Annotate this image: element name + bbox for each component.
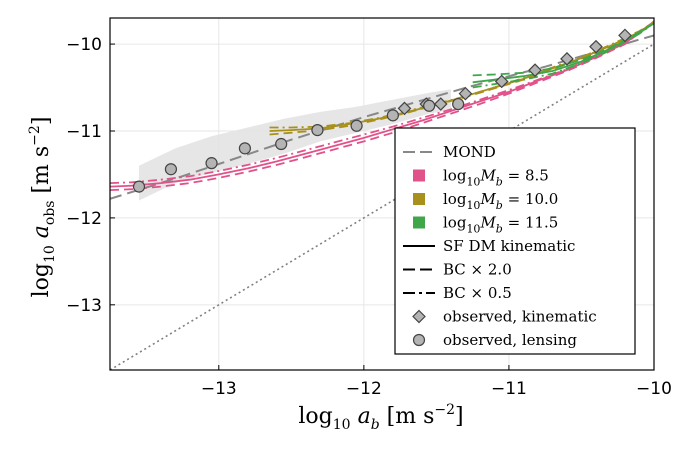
x-axis-title-log: log	[298, 404, 332, 429]
lensing-point	[164, 163, 178, 176]
lensing-point	[275, 137, 288, 151]
x-axis-title-close: ]	[455, 404, 464, 429]
legend-entry: observed, kinematic	[412, 308, 597, 326]
lensing-point	[423, 99, 436, 112]
lensing-point	[311, 124, 324, 137]
y-axis-title: log10 aobs [m s−2]	[27, 117, 58, 298]
legend-entry: log10Mb = 11.5	[413, 214, 558, 236]
y-axis-title-exp: −2	[27, 125, 43, 146]
legend-label: log10Mb = 8.5	[443, 167, 549, 189]
y-tick-label: −13	[66, 296, 102, 316]
legend-label: MOND	[443, 143, 496, 161]
x-tick-label: −12	[346, 379, 382, 399]
x-tick-label: −10	[636, 379, 672, 399]
series-mb85-solid	[110, 20, 654, 188]
identity-line	[110, 43, 654, 370]
x-axis-title-base: 10	[333, 417, 351, 433]
y-axis-title-var-sub: obs	[42, 201, 58, 226]
legend-label: SF DM kinematic	[443, 237, 575, 255]
axis-ticks: −13 −12 −11 −10 −13 −12 −11 −10	[66, 35, 672, 399]
legend-swatch-circle	[412, 333, 426, 347]
kinematic-point	[528, 63, 542, 77]
observed-markers	[132, 28, 632, 193]
legend-swatch-diamond	[412, 309, 426, 324]
legend-entry: log10Mb = 8.5	[413, 167, 549, 189]
legend-swatch-square	[413, 169, 425, 182]
legend-entry: MOND	[403, 143, 496, 161]
series-mb100-dashdot	[269, 21, 654, 129]
legend-label: BC × 2.0	[443, 261, 512, 279]
lensing-point	[238, 142, 252, 155]
y-tick-label: −10	[66, 35, 102, 55]
series-mb115-dash	[472, 22, 654, 77]
kinematic-point	[589, 39, 603, 54]
kinematic-point	[494, 74, 509, 89]
legend-swatch-square	[413, 216, 425, 229]
y-axis-title-var: a	[29, 225, 54, 245]
legend-label: log10Mb = 11.5	[443, 214, 558, 236]
lensing-point	[386, 109, 399, 122]
kinematic-point	[433, 97, 448, 111]
legend-label: log10Mb = 10.0	[443, 190, 558, 212]
y-tick-label: −12	[66, 209, 102, 229]
legend-entry: BC × 2.0	[403, 261, 512, 279]
legend-label: observed, kinematic	[443, 308, 597, 326]
y-axis-title-close: ]	[29, 117, 54, 126]
y-axis-title-base: 10	[42, 245, 58, 263]
plot-frame	[109, 17, 655, 371]
x-axis-title-units: [m s	[380, 404, 435, 429]
legend-box	[394, 127, 636, 355]
x-axis-title: log10 ab [m s−2]	[298, 402, 463, 433]
legend-entry: SF DM kinematic	[403, 237, 575, 255]
x-tick-label: −13	[201, 379, 237, 399]
kinematic-point	[458, 86, 473, 101]
lensing-band	[139, 89, 451, 201]
legend-swatch-square	[413, 193, 425, 205]
legend-entry: observed, lensing	[412, 331, 577, 349]
kinematic-point	[618, 28, 632, 43]
lensing-point	[205, 157, 218, 170]
legend-label: observed, lensing	[443, 331, 577, 349]
series-mb85-dash	[110, 20, 654, 191]
x-axis-title-exp: −2	[434, 402, 455, 418]
lensing-point	[132, 180, 146, 193]
y-tick-label: −11	[66, 122, 102, 142]
kinematic-point	[560, 52, 574, 66]
y-axis-title-units: [m s	[29, 146, 54, 201]
lensing-uncertainty-band	[139, 89, 451, 201]
y-axis-title-log: log	[29, 263, 54, 297]
series-mb85-dashdot	[110, 20, 654, 184]
legend-entry: BC × 0.5	[403, 284, 512, 302]
legend-label: BC × 0.5	[443, 284, 512, 302]
x-axis-title-var-sub: b	[371, 417, 380, 433]
kinematic-point	[397, 101, 412, 116]
lensing-point	[452, 97, 465, 111]
legend-entry: log10Mb = 10.0	[413, 190, 558, 212]
x-tick-label: −11	[491, 379, 527, 399]
x-axis-title-var: a	[351, 404, 371, 429]
lensing-point	[350, 119, 363, 132]
